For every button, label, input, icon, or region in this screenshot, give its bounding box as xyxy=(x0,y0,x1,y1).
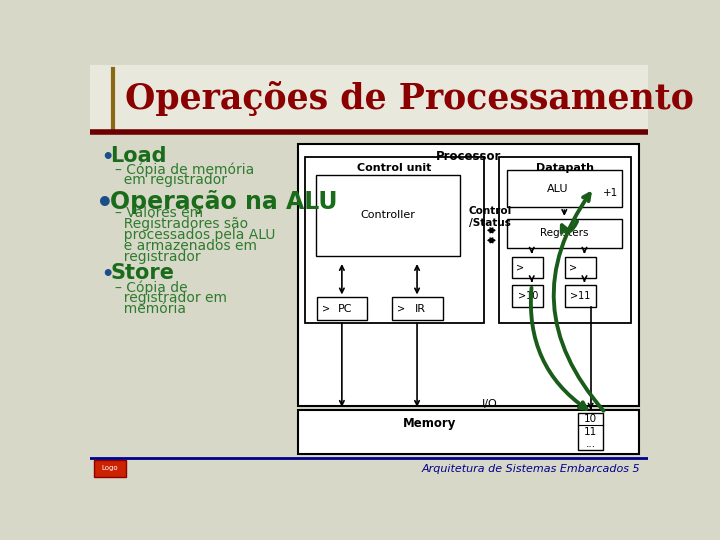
Text: Operação na ALU: Operação na ALU xyxy=(110,190,338,213)
FancyBboxPatch shape xyxy=(507,170,621,207)
Text: Processor: Processor xyxy=(436,150,501,163)
Text: I/O: I/O xyxy=(482,399,498,409)
Text: >: > xyxy=(322,304,330,314)
Text: memória: memória xyxy=(114,302,186,316)
Text: >: > xyxy=(516,262,524,272)
FancyBboxPatch shape xyxy=(513,285,544,307)
Text: Registers: Registers xyxy=(540,228,588,239)
Text: IR: IR xyxy=(415,304,426,314)
FancyBboxPatch shape xyxy=(499,157,631,323)
Text: registrador: registrador xyxy=(114,249,200,264)
Text: Control
/Status: Control /Status xyxy=(468,206,511,228)
Text: >11: >11 xyxy=(570,291,591,301)
Text: processados pela ALU: processados pela ALU xyxy=(114,228,275,242)
FancyBboxPatch shape xyxy=(297,144,639,406)
Text: •: • xyxy=(96,190,114,218)
FancyBboxPatch shape xyxy=(305,157,484,323)
Text: >10: >10 xyxy=(518,291,538,301)
Text: em registrador: em registrador xyxy=(114,173,227,187)
Text: ...: ... xyxy=(585,438,595,449)
FancyBboxPatch shape xyxy=(90,65,648,132)
Text: 10: 10 xyxy=(584,414,597,424)
Text: 11: 11 xyxy=(584,427,598,437)
FancyBboxPatch shape xyxy=(578,413,603,450)
Text: Controller: Controller xyxy=(361,211,415,220)
FancyBboxPatch shape xyxy=(513,256,544,278)
Text: – Cópia de memória: – Cópia de memória xyxy=(114,163,254,177)
FancyBboxPatch shape xyxy=(392,298,443,320)
Text: Registradores são: Registradores são xyxy=(114,217,248,231)
Text: •: • xyxy=(101,148,113,167)
Text: Load: Load xyxy=(110,146,166,166)
Text: Control unit: Control unit xyxy=(357,164,432,173)
Text: Arquitetura de Sistemas Embarcados 5: Arquitetura de Sistemas Embarcados 5 xyxy=(422,464,640,474)
FancyBboxPatch shape xyxy=(297,410,639,454)
Text: – Valores em: – Valores em xyxy=(114,206,203,220)
FancyBboxPatch shape xyxy=(565,256,596,278)
Text: ALU: ALU xyxy=(547,184,569,194)
Text: >: > xyxy=(569,262,577,272)
FancyBboxPatch shape xyxy=(565,285,596,307)
FancyBboxPatch shape xyxy=(507,219,621,248)
Text: +1: +1 xyxy=(603,188,618,198)
Text: – Cópia de: – Cópia de xyxy=(114,280,187,295)
Text: >: > xyxy=(397,304,405,314)
FancyBboxPatch shape xyxy=(94,460,127,477)
Text: Datapath: Datapath xyxy=(536,164,594,173)
Text: Logo: Logo xyxy=(102,465,119,471)
Text: e armazenados em: e armazenados em xyxy=(114,239,257,253)
Text: PC: PC xyxy=(338,304,353,314)
Text: •: • xyxy=(101,265,113,284)
FancyBboxPatch shape xyxy=(317,298,367,320)
FancyBboxPatch shape xyxy=(316,175,459,256)
Text: Store: Store xyxy=(110,264,174,284)
Text: Operações de Processamento: Operações de Processamento xyxy=(125,81,694,116)
Text: registrador em: registrador em xyxy=(114,291,227,305)
Text: Memory: Memory xyxy=(402,417,456,430)
